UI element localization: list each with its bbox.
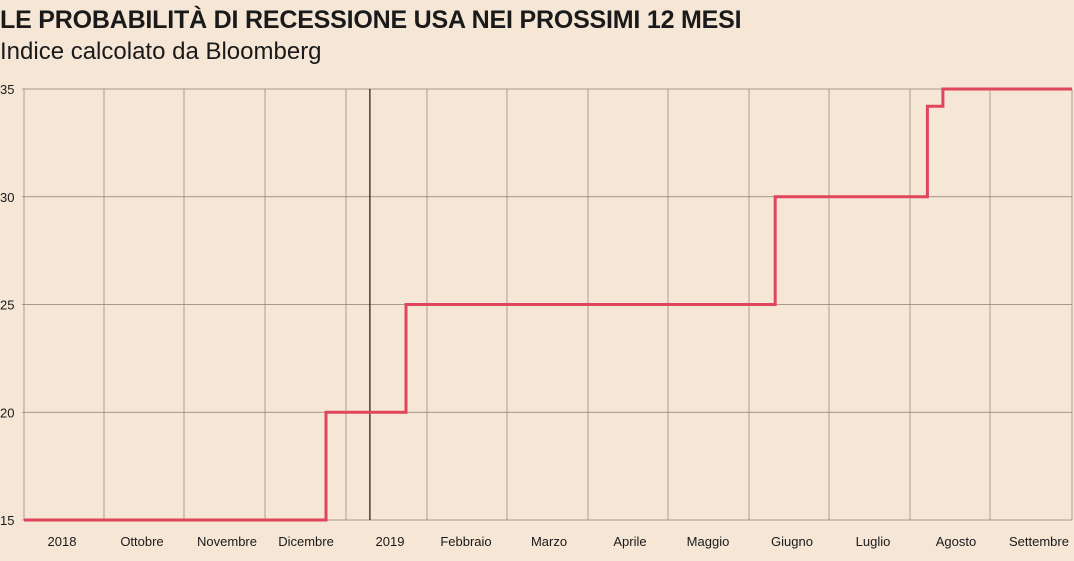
series-line bbox=[24, 87, 1072, 522]
x-tick-label: Aprile bbox=[613, 534, 646, 549]
chart-title: LE PROBABILITÀ DI RECESSIONE USA NEI PRO… bbox=[0, 6, 742, 34]
x-tick-label: Febbraio bbox=[440, 534, 491, 549]
x-axis: 2018 Ottobre Novembre Dicembre 2019 Febbraio M… bbox=[48, 534, 1069, 549]
x-tick-label: 2019 bbox=[376, 534, 405, 549]
y-tick-label: 25 bbox=[0, 298, 14, 313]
x-tick-label: Settembre bbox=[1009, 534, 1069, 549]
x-tick-label: 2018 bbox=[48, 534, 77, 549]
x-tick-label: Ottobre bbox=[120, 534, 163, 549]
y-tick-label: 35 bbox=[0, 82, 14, 97]
x-tick-label: Luglio bbox=[856, 534, 891, 549]
y-tick-label: 30 bbox=[0, 190, 14, 205]
x-tick-label: Giugno bbox=[771, 534, 813, 549]
series-group bbox=[24, 87, 1072, 522]
y-axis: 15 20 25 30 35 bbox=[0, 82, 14, 528]
x-tick-label: Novembre bbox=[197, 534, 257, 549]
x-tick-label: Maggio bbox=[687, 534, 730, 549]
x-tick-label: Marzo bbox=[531, 534, 567, 549]
y-tick-label: 20 bbox=[0, 405, 14, 420]
x-tick-label: Agosto bbox=[936, 534, 976, 549]
x-tick-label: Dicembre bbox=[278, 534, 334, 549]
y-tick-label: 15 bbox=[0, 513, 14, 528]
chart-subtitle: Indice calcolato da Bloomberg bbox=[0, 38, 322, 65]
